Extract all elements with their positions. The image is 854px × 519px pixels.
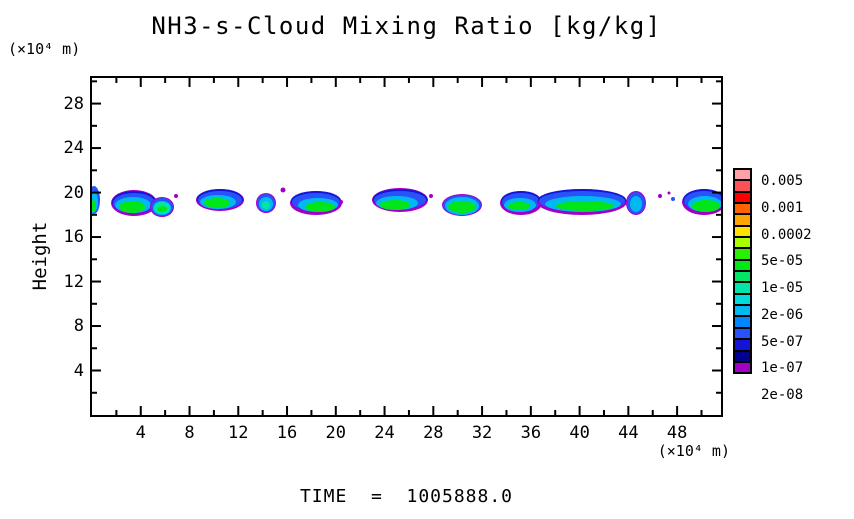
x-tick-label: 32 — [471, 423, 493, 443]
x-tick-label: 44 — [618, 423, 639, 443]
cloud-contour-blob — [429, 194, 433, 198]
cloud-contour-blob — [658, 194, 662, 198]
colorbar-label: 5e-05 — [761, 253, 804, 270]
cloud-contour-blob — [692, 200, 720, 212]
colorbar-label: 1e-05 — [761, 280, 804, 297]
x-tick-label: 36 — [520, 423, 542, 443]
cloud-contour-blob — [448, 201, 476, 213]
x-tick-label: 20 — [325, 423, 347, 443]
x-tick-label: 4 — [135, 423, 146, 443]
cloud-contour-blob — [204, 198, 230, 208]
cloud-contour-blob — [667, 191, 671, 195]
x-tick-label: 48 — [666, 423, 688, 443]
colorbar-label: 5e-07 — [761, 333, 804, 350]
cloud-contour-blob — [671, 197, 675, 201]
cloud-contour-blob — [630, 196, 642, 212]
y-tick-label: 28 — [63, 93, 84, 114]
plot-area — [90, 76, 723, 417]
y-axis-unit-label: (×10⁴ m) — [8, 40, 81, 58]
cloud-contour-blob — [92, 200, 96, 212]
y-tick-label: 8 — [73, 316, 84, 337]
x-tick-label: 16 — [276, 423, 298, 443]
colorbar-label: 0.0002 — [761, 226, 812, 243]
colorbar-label: 2e-06 — [761, 306, 804, 323]
colorbar-cell — [733, 360, 752, 375]
y-axis-label: Height — [29, 221, 51, 291]
colorbar-label: 1e-07 — [761, 360, 804, 377]
cloud-contour-blob — [380, 200, 410, 210]
cloud-contour-blob — [262, 201, 270, 209]
cloud-contour-blob — [119, 201, 145, 213]
x-tick-label: 8 — [184, 423, 195, 443]
cloud-contour-blob — [339, 200, 343, 204]
cloud-contour-blob — [157, 206, 167, 212]
cloud-contour-blob — [174, 194, 178, 198]
x-tick-label: 40 — [569, 423, 590, 443]
colorbar-label: 0.005 — [761, 173, 804, 190]
x-tick-label: 12 — [228, 423, 249, 443]
x-axis-unit-label: (×10⁴ m) — [657, 442, 730, 460]
colorbar — [733, 168, 752, 375]
cloud-contour-svg — [92, 78, 721, 415]
colorbar-label: 0.001 — [761, 200, 804, 217]
y-tick-label: 24 — [63, 138, 84, 159]
y-tick-label: 16 — [63, 227, 84, 248]
plot-title: NH3-s-Cloud Mixing Ratio [kg/kg] — [151, 12, 662, 40]
y-tick-label: 4 — [73, 360, 84, 381]
time-label: TIME = 1005888.0 — [299, 486, 514, 507]
y-tick-label: 12 — [63, 271, 84, 292]
cloud-contour-blob — [508, 202, 530, 210]
cloud-contour-blob — [305, 202, 335, 212]
cloud-contour-blob — [280, 187, 286, 193]
colorbar-label: 2e-08 — [761, 386, 804, 403]
cloud-contour-blob — [556, 201, 614, 211]
x-tick-label: 28 — [423, 423, 444, 443]
x-tick-label: 24 — [374, 423, 395, 443]
y-tick-label: 20 — [63, 182, 84, 203]
